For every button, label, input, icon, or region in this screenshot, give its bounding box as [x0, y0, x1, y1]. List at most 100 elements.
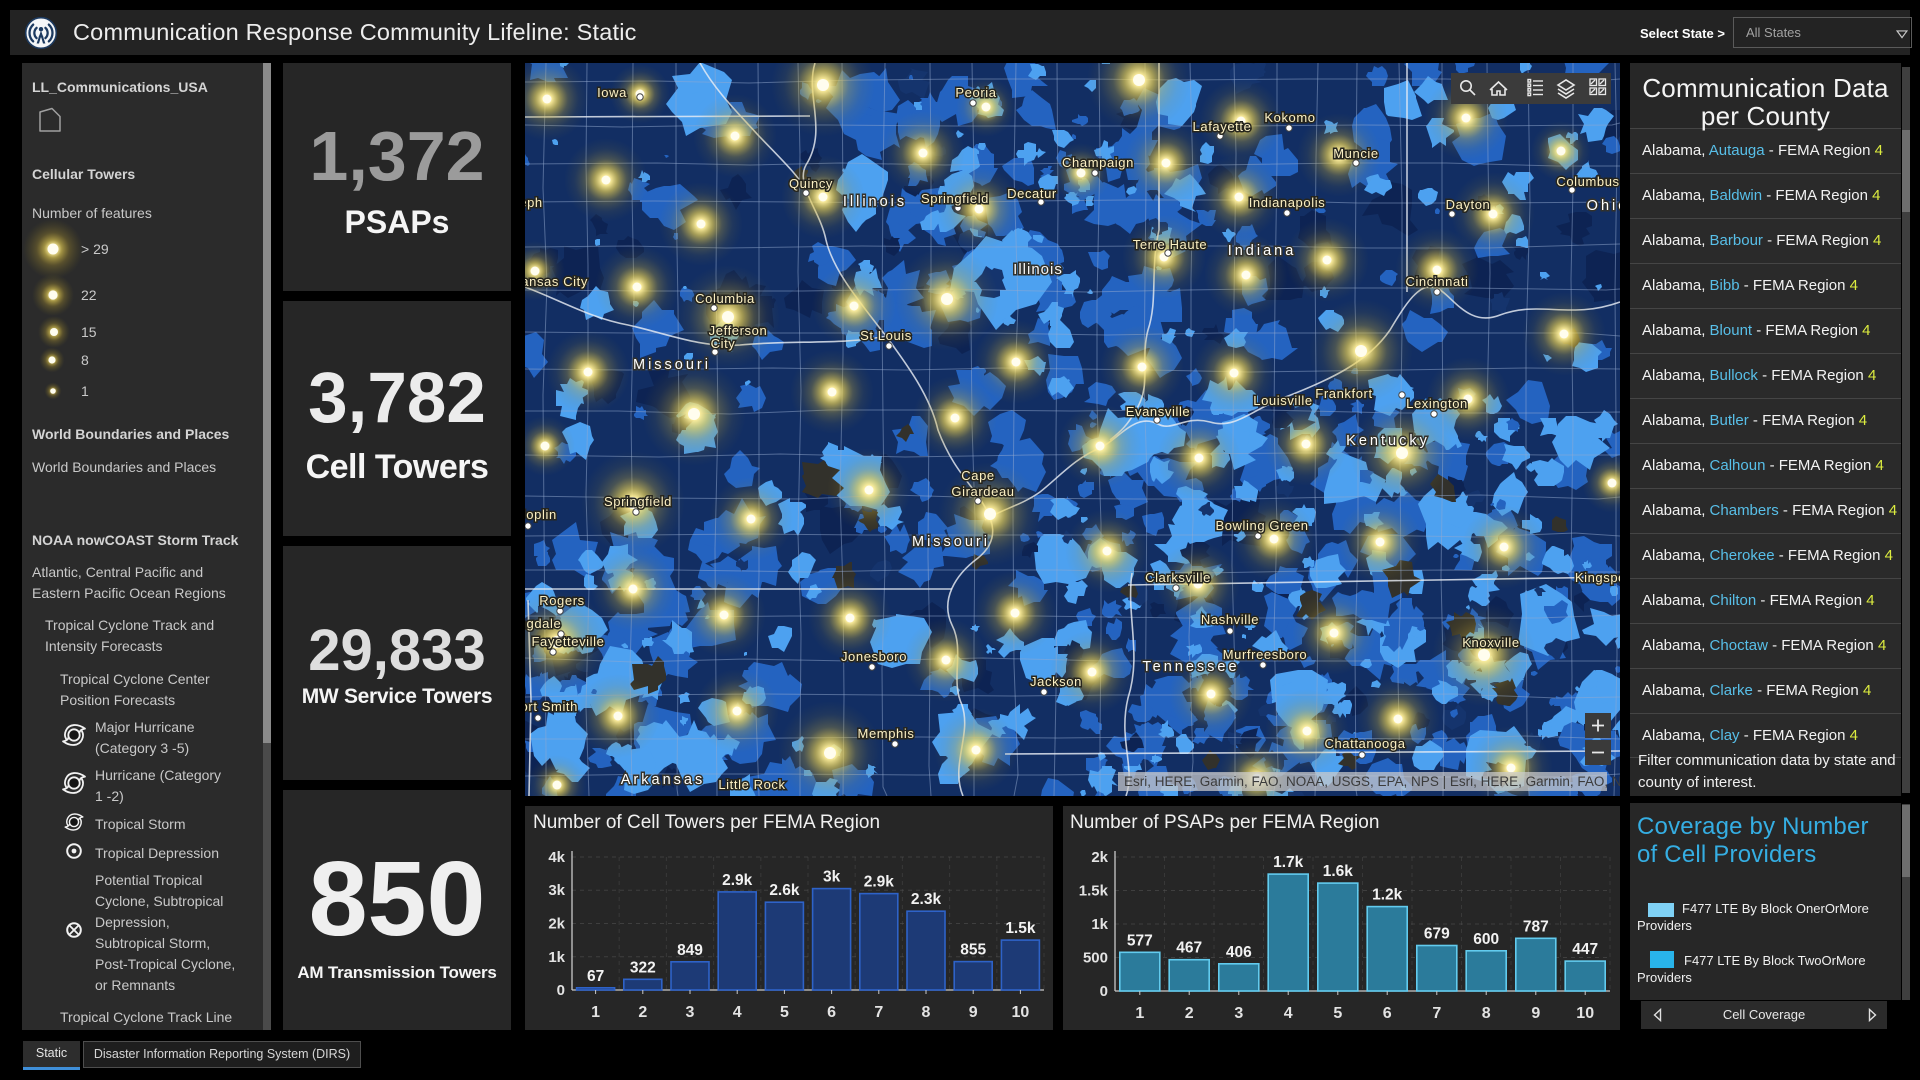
- svg-text:Lafayette: Lafayette: [1193, 119, 1252, 134]
- svg-text:679: 679: [1424, 926, 1450, 943]
- svg-text:Jefferson: Jefferson: [709, 323, 768, 338]
- svg-text:Nashville: Nashville: [1201, 612, 1259, 627]
- svg-text:1.5k: 1.5k: [1005, 920, 1036, 937]
- svg-text:Jonesboro: Jonesboro: [841, 649, 907, 664]
- svg-text:Iowa: Iowa: [597, 85, 627, 100]
- svg-text:Kentucky: Kentucky: [1346, 433, 1430, 449]
- svg-text:Lexington: Lexington: [1406, 396, 1468, 411]
- svg-text:Arkansas: Arkansas: [621, 772, 705, 788]
- svg-text:Joplin: Joplin: [525, 507, 557, 522]
- svg-text:3k: 3k: [823, 869, 841, 886]
- svg-text:2.6k: 2.6k: [769, 882, 800, 899]
- svg-text:Tennessee: Tennessee: [1142, 659, 1239, 675]
- svg-text:Indianapolis: Indianapolis: [1249, 195, 1326, 210]
- svg-text:406: 406: [1226, 944, 1252, 961]
- svg-text:3k: 3k: [548, 882, 565, 899]
- svg-text:Ohio: Ohio: [1587, 198, 1620, 214]
- svg-text:2.3k: 2.3k: [911, 891, 942, 908]
- svg-text:City: City: [711, 336, 736, 351]
- svg-text:Terre Haute: Terre Haute: [1133, 237, 1208, 252]
- svg-text:Missouri: Missouri: [633, 357, 711, 373]
- svg-text:5: 5: [1333, 1005, 1342, 1022]
- svg-text:Bowling Green: Bowling Green: [1215, 518, 1308, 533]
- svg-text:2: 2: [638, 1004, 647, 1021]
- svg-text:849: 849: [677, 942, 703, 959]
- svg-text:2.9k: 2.9k: [864, 874, 895, 891]
- svg-text:855: 855: [960, 942, 986, 959]
- svg-text:577: 577: [1127, 932, 1153, 949]
- svg-text:787: 787: [1523, 918, 1549, 935]
- svg-text:10: 10: [1012, 1004, 1030, 1021]
- svg-text:8: 8: [1482, 1005, 1491, 1022]
- svg-text:2.9k: 2.9k: [722, 872, 753, 889]
- svg-text:1.7k: 1.7k: [1273, 854, 1304, 871]
- svg-text:Illinois: Illinois: [843, 194, 907, 210]
- svg-text:4: 4: [1284, 1005, 1293, 1022]
- svg-text:Illinois: Illinois: [1013, 261, 1063, 278]
- svg-text:Columbus: Columbus: [1556, 174, 1619, 189]
- svg-text:Murfreesboro: Murfreesboro: [1223, 647, 1308, 662]
- svg-text:3: 3: [686, 1004, 695, 1021]
- svg-text:467: 467: [1176, 940, 1202, 957]
- svg-text:6: 6: [1383, 1005, 1392, 1022]
- svg-text:7: 7: [1432, 1005, 1441, 1022]
- svg-text:447: 447: [1572, 941, 1598, 958]
- svg-text:Louisville: Louisville: [1253, 393, 1312, 408]
- svg-text:Champaign: Champaign: [1062, 155, 1134, 170]
- svg-text:Kokomo: Kokomo: [1264, 110, 1315, 125]
- svg-text:Esri, HERE, Garmin, FAO, NOAA,: Esri, HERE, Garmin, FAO, NOAA, USGS, EPA…: [1124, 774, 1620, 789]
- svg-text:Quincy: Quincy: [789, 176, 833, 191]
- svg-text:Muncie: Muncie: [1333, 146, 1379, 161]
- svg-text:Number of PSAPs per FEMA Regio: Number of PSAPs per FEMA Region: [1070, 812, 1379, 833]
- svg-text:322: 322: [630, 959, 656, 976]
- svg-text:1: 1: [591, 1004, 600, 1021]
- svg-text:1k: 1k: [548, 949, 565, 966]
- svg-text:Missouri: Missouri: [912, 534, 990, 550]
- svg-text:Columbia: Columbia: [695, 291, 755, 306]
- svg-text:Peoria: Peoria: [955, 85, 996, 100]
- svg-text:Chattanooga: Chattanooga: [1324, 736, 1405, 751]
- svg-text:Decatur: Decatur: [1007, 186, 1057, 201]
- svg-text:1k: 1k: [1091, 916, 1108, 933]
- svg-text:10: 10: [1576, 1005, 1594, 1022]
- svg-text:Memphis: Memphis: [858, 726, 915, 741]
- svg-text:Girardeau: Girardeau: [951, 484, 1014, 499]
- svg-text:ngdale: ngdale: [525, 616, 561, 631]
- svg-text:Cape: Cape: [961, 468, 994, 483]
- svg-text:Evansville: Evansville: [1126, 404, 1191, 419]
- svg-text:St Louis: St Louis: [860, 328, 912, 343]
- svg-text:2: 2: [1185, 1005, 1194, 1022]
- svg-text:eph: eph: [525, 195, 543, 210]
- svg-text:Jackson: Jackson: [1030, 674, 1082, 689]
- svg-text:4k: 4k: [548, 849, 565, 866]
- svg-text:6: 6: [827, 1004, 836, 1021]
- svg-text:Fort Smith: Fort Smith: [525, 699, 578, 714]
- svg-text:0: 0: [557, 982, 565, 999]
- svg-text:1.6k: 1.6k: [1323, 863, 1354, 880]
- svg-text:7: 7: [874, 1004, 883, 1021]
- svg-text:1.2k: 1.2k: [1372, 887, 1403, 904]
- svg-text:Springfield: Springfield: [921, 191, 989, 206]
- svg-text:Fayetteville: Fayetteville: [532, 634, 605, 649]
- svg-text:500: 500: [1083, 950, 1108, 967]
- svg-text:Kingsport: Kingsport: [1575, 570, 1620, 585]
- svg-text:Rogers: Rogers: [539, 593, 585, 608]
- svg-text:4: 4: [733, 1004, 742, 1021]
- svg-text:1: 1: [1135, 1005, 1144, 1022]
- svg-text:67: 67: [587, 968, 604, 985]
- svg-text:3: 3: [1234, 1005, 1243, 1022]
- svg-text:Frankfort: Frankfort: [1315, 386, 1372, 401]
- svg-text:2k: 2k: [548, 916, 565, 933]
- svg-text:Kansas City: Kansas City: [525, 274, 588, 289]
- svg-text:Cincinnati: Cincinnati: [1405, 274, 1468, 289]
- svg-text:8: 8: [922, 1004, 931, 1021]
- svg-text:Little Rock: Little Rock: [718, 777, 785, 792]
- svg-text:Dayton: Dayton: [1446, 197, 1491, 212]
- svg-text:9: 9: [969, 1004, 978, 1021]
- svg-text:600: 600: [1473, 931, 1499, 948]
- svg-text:Clarksville: Clarksville: [1145, 570, 1211, 585]
- svg-text:0: 0: [1100, 983, 1108, 1000]
- svg-text:Indiana: Indiana: [1228, 243, 1297, 259]
- svg-text:9: 9: [1531, 1005, 1540, 1022]
- svg-text:Knoxville: Knoxville: [1462, 635, 1519, 650]
